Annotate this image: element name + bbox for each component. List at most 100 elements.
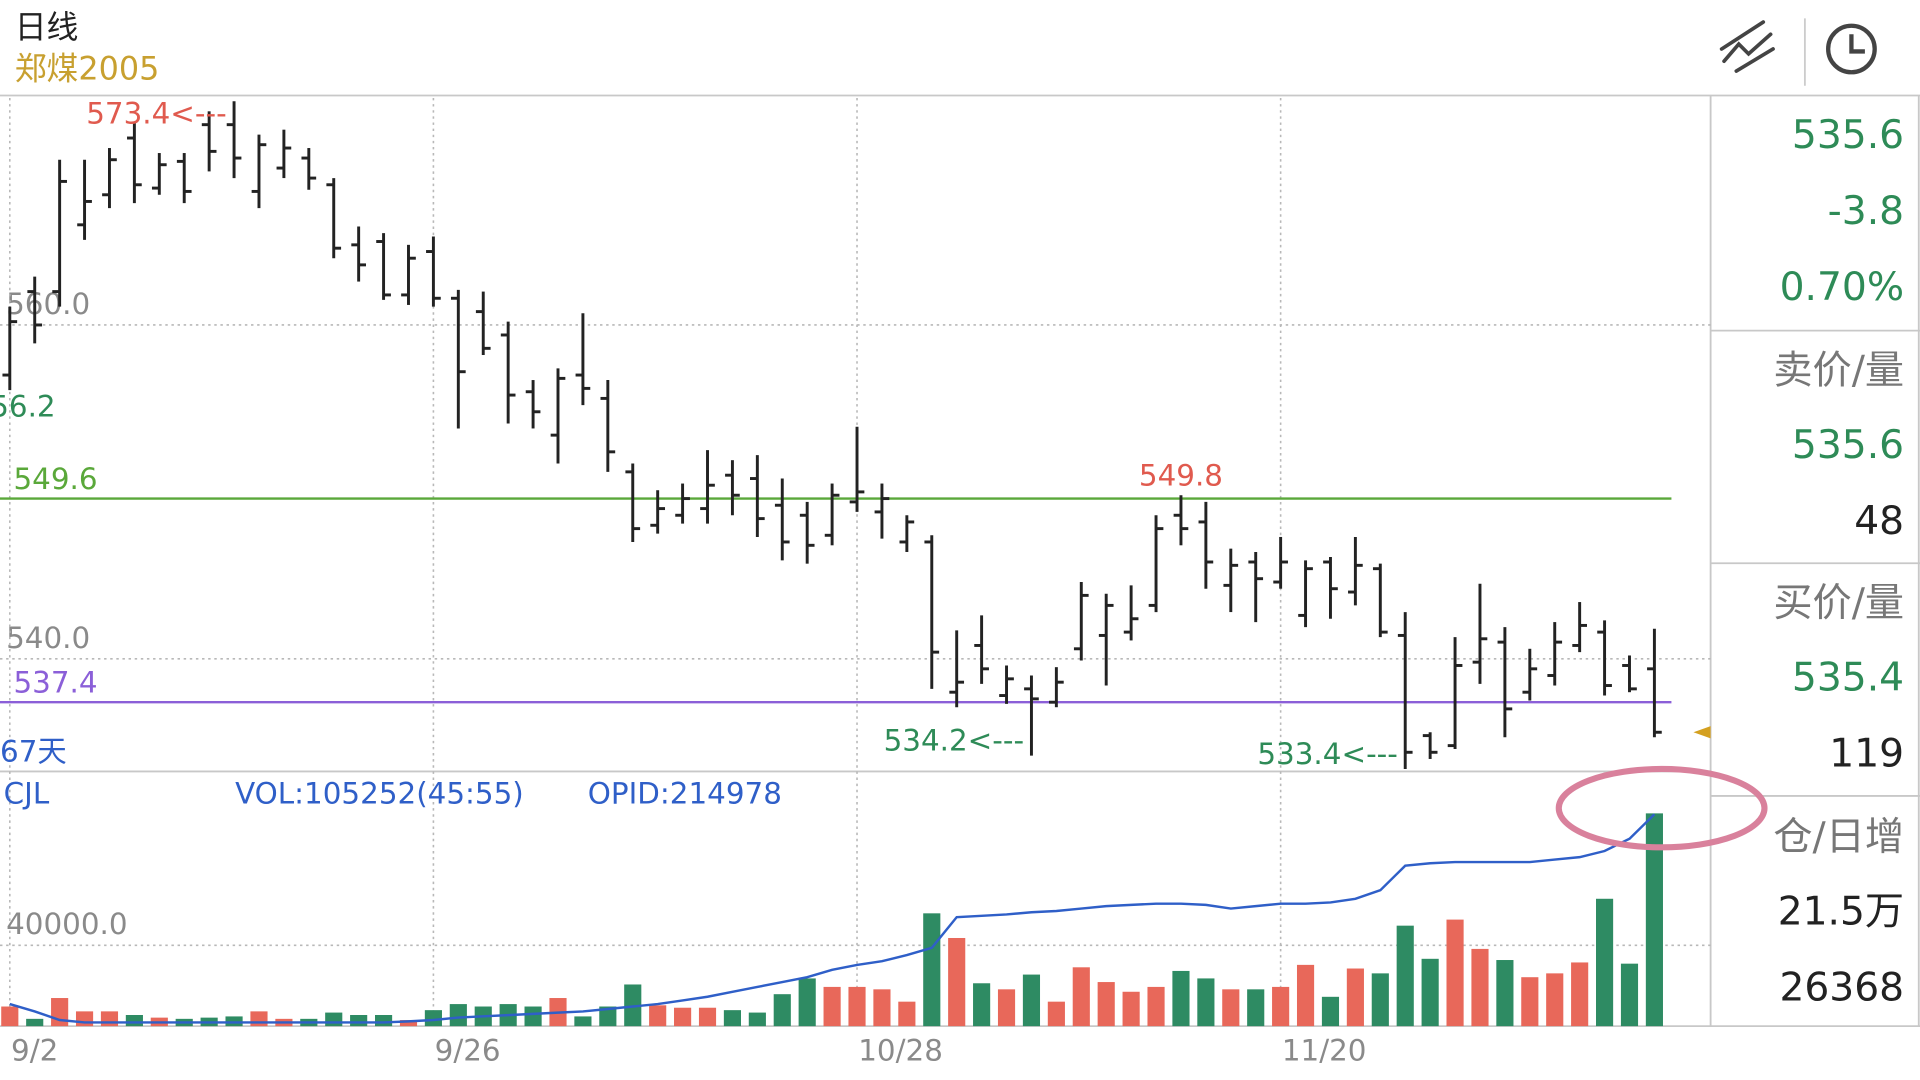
bid-volume: 119 <box>1829 732 1904 777</box>
volume-bar <box>1571 962 1589 1027</box>
volume-bar <box>723 1010 741 1027</box>
edge-label: 56.2 <box>0 389 56 423</box>
indicator-value: VOL:105252(45:55) <box>235 776 524 810</box>
volume-bar <box>1645 813 1663 1027</box>
volume-bar <box>574 1016 592 1027</box>
extreme-annotation: 533.4<--- <box>1257 737 1398 771</box>
volume-bar <box>1471 948 1489 1027</box>
oi-change: 26368 <box>1779 965 1904 1010</box>
volume-bar <box>923 913 941 1027</box>
ask-price: 535.6 <box>1792 423 1904 468</box>
volume-bar <box>1620 963 1639 1027</box>
open-interest: 21.5万 <box>1778 889 1904 934</box>
volume-bar <box>1346 968 1364 1027</box>
volume-bar <box>1421 958 1439 1027</box>
volume-bar <box>773 994 791 1027</box>
volume-bar <box>125 1015 143 1027</box>
volume-bar <box>1296 964 1315 1027</box>
volume-bar <box>100 1011 119 1027</box>
price-change: -3.8 <box>1828 189 1904 234</box>
y-tick-label: 560.0 <box>6 287 90 321</box>
last-price: 535.6 <box>1792 113 1904 158</box>
x-tick-label: 9/2 <box>11 1033 58 1067</box>
volume-bar <box>350 1015 368 1027</box>
volume-bar <box>1247 989 1265 1027</box>
volume-bar <box>1047 1001 1065 1027</box>
symbol-label: 郑煤2005 <box>15 50 160 88</box>
volume-bar <box>948 937 966 1027</box>
volume-bar <box>898 1001 916 1027</box>
volume-bar <box>848 986 866 1027</box>
volume-bar <box>26 1018 44 1027</box>
volume-bar <box>1496 960 1514 1027</box>
indicator-value: OPID:214978 <box>588 776 782 810</box>
extreme-annotation: 549.8 <box>1139 458 1223 492</box>
volume-bar <box>51 998 69 1027</box>
y-tick-label: 40000.0 <box>6 907 127 941</box>
volume-bar <box>973 983 991 1027</box>
volume-bar <box>375 1015 393 1027</box>
y-tick-label: 540.0 <box>6 621 90 655</box>
volume-bar <box>1371 973 1389 1027</box>
volume-bar <box>1197 978 1215 1027</box>
volume-bar <box>1072 967 1090 1027</box>
volume-bar <box>1321 996 1340 1027</box>
volume-bar <box>399 1020 418 1027</box>
volume-bar <box>1222 989 1240 1027</box>
quote-panel: 535.6 -3.8 0.70% 卖价/量 535.6 48 买价/量 535.… <box>1773 113 1904 1010</box>
volume-bar <box>798 978 816 1027</box>
volume-bar <box>1596 898 1614 1027</box>
volume-bar <box>1521 977 1539 1027</box>
bid-label: 买价/量 <box>1773 581 1904 626</box>
plot-area: 560.0 540.0 549.6 537.4 573.4<--- 549.8 534.2<… <box>0 96 1711 1067</box>
volume-bar <box>1097 982 1115 1027</box>
volume-bar <box>75 1011 94 1027</box>
x-tick-label: 11/20 <box>1282 1033 1367 1067</box>
x-tick-label: 10/28 <box>858 1033 943 1067</box>
change-percent: 0.70% <box>1780 265 1904 310</box>
volume-bar <box>325 1012 343 1027</box>
volume-bar <box>449 1004 467 1027</box>
bid-price: 535.4 <box>1792 656 1904 701</box>
volume-bar <box>250 1011 268 1027</box>
clock-icon[interactable] <box>1826 23 1877 75</box>
volume-bar <box>1446 919 1464 1027</box>
volume-bar <box>524 1006 542 1027</box>
volume-bar <box>873 989 891 1027</box>
extreme-annotation: 573.4<--- <box>86 96 227 130</box>
ask-label: 卖价/量 <box>1773 348 1904 393</box>
volume-bar <box>649 1005 667 1027</box>
x-tick-label: 9/26 <box>435 1033 501 1067</box>
volume-bar <box>624 984 642 1027</box>
volume-bar <box>1 1006 19 1027</box>
volume-bar <box>424 1010 442 1027</box>
volume-bar <box>1172 970 1190 1027</box>
extreme-annotation: 534.2<--- <box>884 724 1025 758</box>
reference-label: 549.6 <box>13 462 97 496</box>
volume-bar <box>1022 974 1041 1027</box>
ask-volume: 48 <box>1854 499 1904 544</box>
period-label: 日线 <box>15 8 79 46</box>
open-interest-line <box>9 813 1656 1024</box>
volume-bar <box>1272 986 1290 1027</box>
indicator-title: CJL <box>4 776 50 810</box>
volume-bar <box>1396 925 1414 1027</box>
volume-bar <box>599 1006 617 1027</box>
volume-bar <box>1147 986 1165 1027</box>
volume-bar <box>1122 991 1140 1027</box>
volume-bar <box>698 1007 717 1027</box>
volume-bar <box>823 986 841 1027</box>
highlight-ellipse <box>1555 765 1768 851</box>
reference-label: 537.4 <box>13 665 97 699</box>
oi-label: 仓/日增 <box>1773 815 1904 860</box>
draw-tool-icon[interactable] <box>1719 20 1775 73</box>
volume-bar <box>674 1007 692 1027</box>
last-price-marker <box>1693 726 1711 739</box>
volume-bar <box>997 989 1016 1027</box>
volume-bar <box>748 1012 766 1027</box>
edge-label: 67天 <box>0 735 67 769</box>
volume-bar <box>1546 973 1564 1027</box>
